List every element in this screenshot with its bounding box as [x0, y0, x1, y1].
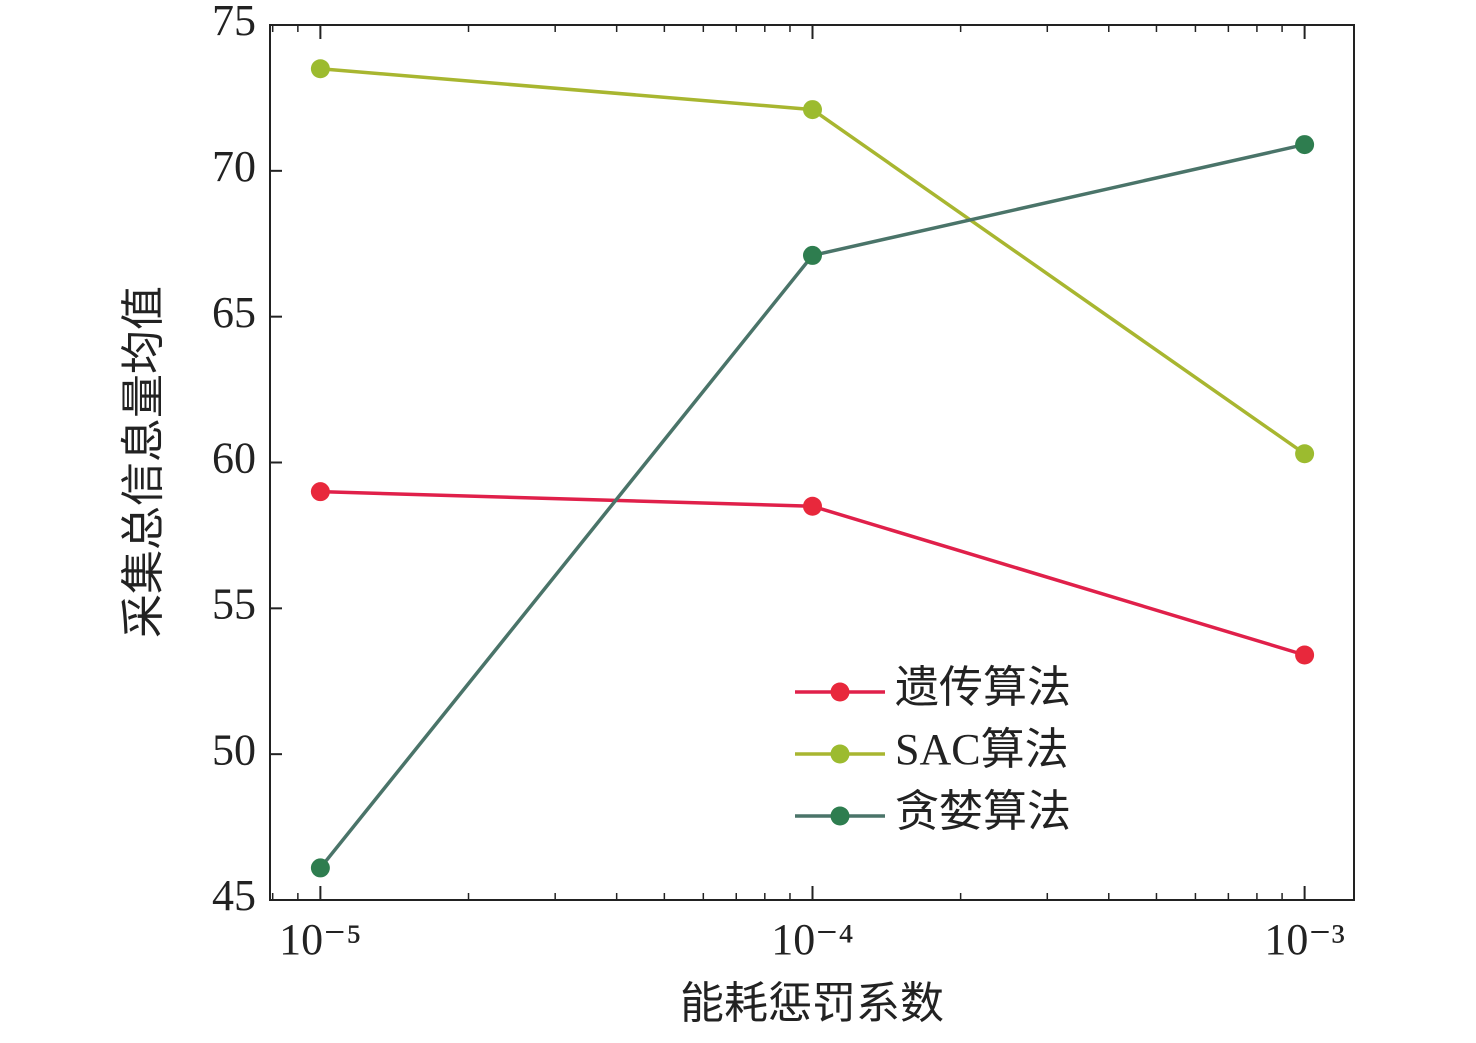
y-tick-label: 75: [212, 0, 256, 45]
point: [310, 858, 330, 878]
series-line: [320, 489, 1306, 657]
y-tick-label: 50: [212, 725, 256, 774]
legend-marker: [830, 682, 850, 702]
x-axis-label: 能耗惩罚系数: [680, 979, 944, 1028]
y-tick-label: 55: [212, 579, 256, 628]
legend-marker: [830, 806, 850, 826]
legend-label: 贪婪算法: [895, 787, 1071, 836]
plot-frame: [269, 24, 1355, 901]
y-tick-label: 70: [212, 142, 256, 191]
y-tick-label: 60: [212, 434, 256, 483]
y-tick-label: 45: [212, 871, 256, 920]
point: [802, 100, 822, 120]
x-tick-label: 10⁻³: [1264, 915, 1344, 964]
point: [310, 482, 330, 502]
point: [1295, 135, 1315, 155]
legend-marker: [830, 744, 850, 764]
x-tick-label: 10⁻⁴: [771, 915, 854, 964]
point: [310, 59, 330, 79]
legend-label: SAC算法: [895, 725, 1069, 774]
point: [1295, 444, 1315, 464]
y-axis-label: 采集总信息量均值: [119, 286, 168, 638]
y-tick-label: 65: [212, 288, 256, 337]
point: [1295, 645, 1315, 665]
point: [802, 496, 822, 516]
legend-label: 遗传算法: [895, 663, 1071, 712]
point: [802, 245, 822, 265]
x-tick-label: 10⁻⁵: [279, 915, 362, 964]
